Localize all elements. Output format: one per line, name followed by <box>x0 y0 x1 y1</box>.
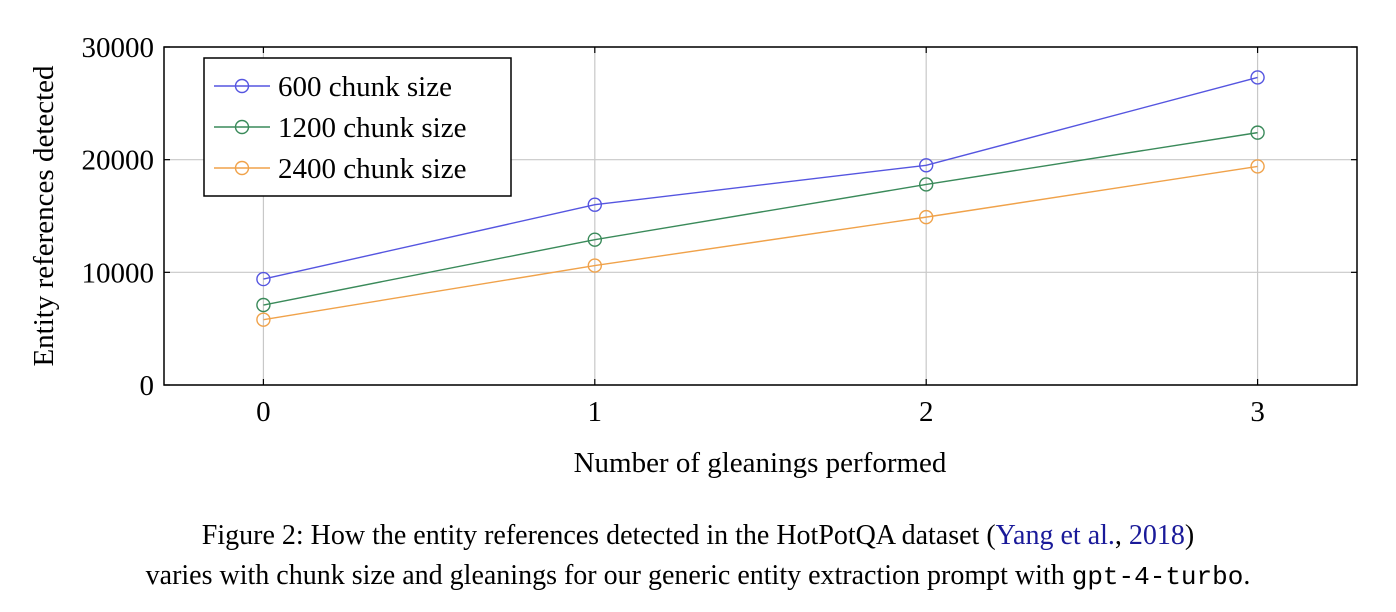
data-point <box>256 271 271 287</box>
caption-line2-text: varies with chunk size and gleanings for… <box>145 560 1072 591</box>
x-tick-label: 1 <box>588 396 603 428</box>
data-point <box>1250 125 1265 140</box>
caption-end: . <box>1243 560 1251 591</box>
citation-separator: , <box>1114 520 1129 551</box>
data-point <box>1250 70 1265 85</box>
x-tick-label: 0 <box>256 396 271 428</box>
data-point <box>587 197 603 212</box>
legend-marker <box>234 78 250 94</box>
caption-prefix: Figure 2: How the entity references dete… <box>201 520 996 551</box>
caption-line-1: Figure 2: How the entity references dete… <box>0 516 1396 556</box>
y-tick-label: 10000 <box>82 257 155 289</box>
legend: 600 chunk size 1200 chunk size 2400 chunk … <box>203 57 512 197</box>
x-tick-label: 3 <box>1250 396 1265 428</box>
series-line-2 <box>263 131 1258 306</box>
y-tick-label: 30000 <box>82 32 155 64</box>
citation-year-link[interactable]: 2018 <box>1128 520 1185 551</box>
axis-ticks: 0 1 2 3 0 10000 20000 30000 <box>82 32 1357 428</box>
y-tick-label: 0 <box>140 370 155 402</box>
x-axis-label: Number of gleanings performed <box>574 447 947 479</box>
series-group <box>256 70 1265 327</box>
data-point <box>256 312 271 327</box>
y-axis-label: Entity references detected <box>28 65 60 367</box>
legend-label: 600 chunk size <box>278 71 452 103</box>
series-line-1 <box>263 76 1258 280</box>
data-point <box>918 158 934 173</box>
line-chart: 0 1 2 3 0 10000 20000 30000 Entity references d… <box>28 32 1358 479</box>
legend-label: 1200 chunk size <box>278 112 466 144</box>
data-point <box>587 258 603 273</box>
series-line-3 <box>263 165 1258 321</box>
caption-line-2: varies with chunk size and gleanings for… <box>0 556 1396 597</box>
plot-frame <box>163 46 1358 386</box>
data-point <box>1250 159 1265 174</box>
legend-label: 2400 chunk size <box>278 153 466 185</box>
legend-marker <box>234 119 250 135</box>
model-name: gpt-4-turbo <box>1071 562 1244 592</box>
y-tick-label: 20000 <box>82 145 155 177</box>
data-point <box>918 177 934 192</box>
x-tick-label: 2 <box>919 396 934 428</box>
citation-author-link[interactable]: Yang et al. <box>995 520 1115 551</box>
caption-paren-close: ) <box>1184 520 1195 551</box>
figure-caption: Figure 2: How the entity references dete… <box>0 516 1396 597</box>
data-point <box>587 232 603 247</box>
data-point <box>918 209 934 225</box>
data-point <box>256 297 271 313</box>
legend-marker <box>234 160 250 176</box>
